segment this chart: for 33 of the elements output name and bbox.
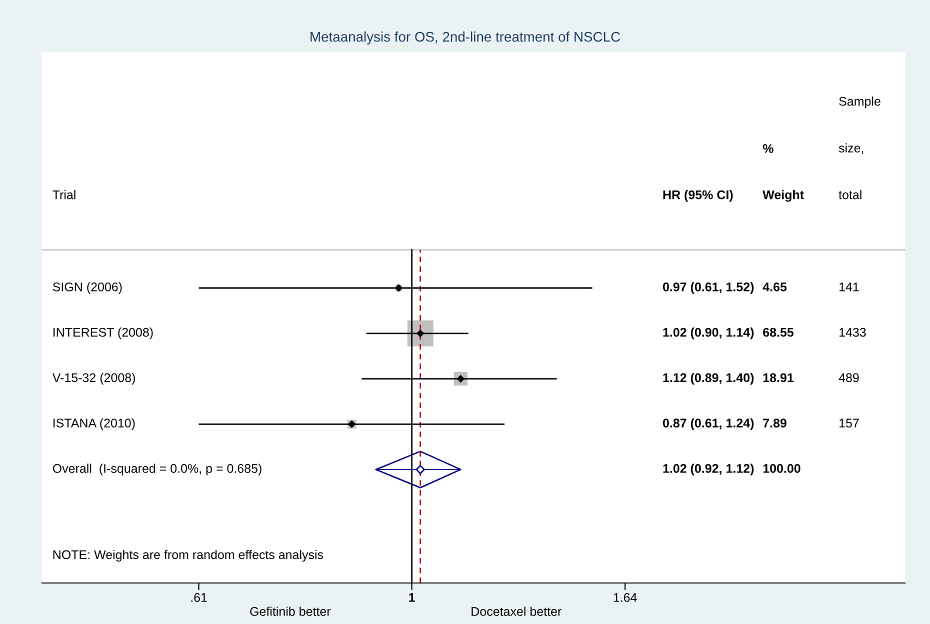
y-tick-label: SIGN (2006) xyxy=(52,282,122,294)
x-tick-label: .61 xyxy=(191,593,207,602)
text: % xyxy=(762,144,774,153)
annotation: 0.87 (0.61, 1.24) xyxy=(662,418,754,430)
y-tick-label: V-15-32 (2008) xyxy=(52,372,135,385)
annotation: 141 xyxy=(840,282,859,292)
text: Trial xyxy=(52,190,76,200)
annotation: 1.12 (0.89, 1.40) xyxy=(663,372,754,385)
annotation: 0.97 (0.61, 1.52) xyxy=(662,282,754,294)
annotation: 7.89 xyxy=(763,418,786,428)
chart-title: Metaanalysis for OS, 2nd-line treatment of NSCLC xyxy=(310,32,620,44)
annotation: 4.65 xyxy=(762,282,787,292)
x-tick-label: 1 xyxy=(409,593,415,602)
annotation: 157 xyxy=(840,418,859,428)
text: HR (95% CI) xyxy=(663,190,733,202)
annotation: 1.02 (0.90, 1.14) xyxy=(663,328,754,340)
y-tick-label: Overall (I-squared = 0.0%, p = 0.685) xyxy=(52,464,262,476)
annotation: 489 xyxy=(838,373,859,382)
text: total xyxy=(838,190,862,200)
annotation: 1.02 (0.92, 1.12) xyxy=(663,464,754,476)
text: Gefitinib better xyxy=(250,606,331,616)
text: NOTE: Weights are from random effects analysis xyxy=(53,550,324,562)
annotation: 18.91 xyxy=(763,373,794,382)
annotation: 68.55 xyxy=(763,328,794,337)
text: Weight xyxy=(762,190,804,202)
y-tick-label: ISTANA (2010) xyxy=(54,418,135,430)
annotation: 1433 xyxy=(840,328,866,337)
text: size, xyxy=(838,143,864,154)
x-tick-label: 1.64 xyxy=(614,593,637,602)
text: Docetaxel better xyxy=(472,606,562,616)
y-tick-label: INTEREST (2008) xyxy=(54,328,153,340)
text: Sample xyxy=(839,96,880,108)
annotation: 100.00 xyxy=(763,464,800,473)
